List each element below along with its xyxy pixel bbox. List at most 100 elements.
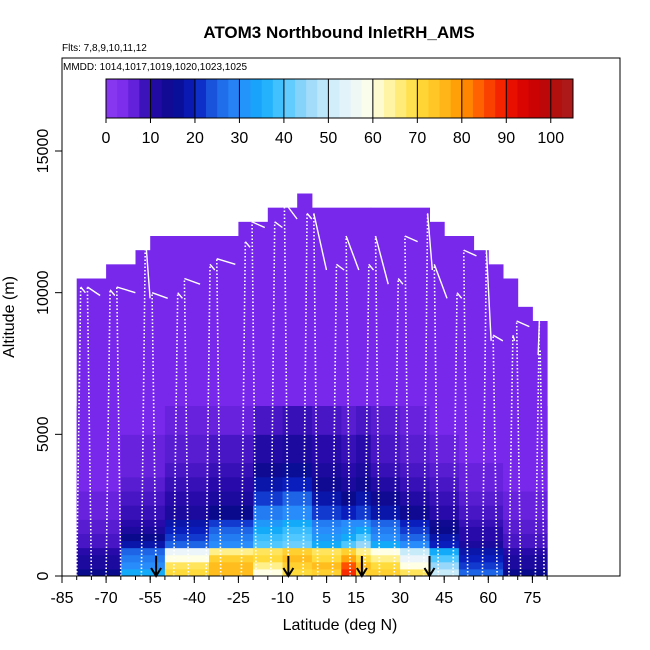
x-tick-label: -40 xyxy=(183,590,206,607)
dates-subtitle: MMDD: 1014,1017,1019,1020,1023,1025 xyxy=(63,62,247,73)
colorbar-swatch xyxy=(150,79,162,118)
rh-cell xyxy=(120,547,166,556)
rh-cell xyxy=(429,554,460,563)
colorbar-swatch xyxy=(484,79,496,118)
colorbar-tick-label: 90 xyxy=(497,130,515,147)
rh-cell xyxy=(120,568,166,577)
rh-cell xyxy=(400,476,430,492)
rh-cell xyxy=(429,561,460,570)
rh-cell xyxy=(253,491,283,506)
rh-cell xyxy=(341,406,357,435)
x-tick-label: 5 xyxy=(322,590,331,607)
rh-cell xyxy=(503,462,548,478)
rh-cell xyxy=(253,406,283,435)
profile-level-leg xyxy=(463,249,477,257)
rh-cell xyxy=(282,505,313,520)
rh-cell xyxy=(429,568,460,577)
y-tick-label: 5000 xyxy=(35,416,52,452)
colorbar-tick-label: 30 xyxy=(231,130,249,147)
y-axis-label: Altitude (m) xyxy=(1,276,18,358)
rh-cell xyxy=(311,519,342,527)
colorbar-swatch xyxy=(517,79,529,118)
profile-trace xyxy=(374,235,381,577)
profile-trace xyxy=(183,278,190,577)
profile-trace xyxy=(312,213,319,577)
colorbar-tick-label: 100 xyxy=(537,130,564,147)
profile-level-leg xyxy=(144,235,151,299)
rh-cell xyxy=(356,554,372,563)
rh-cell xyxy=(429,540,460,549)
rh-cell xyxy=(400,568,430,577)
colorbar-tick-label: 40 xyxy=(275,130,293,147)
rh-cell xyxy=(400,554,430,563)
colorbar-swatch xyxy=(117,79,129,118)
rh-cell xyxy=(120,505,166,520)
x-tick-label: 30 xyxy=(391,590,409,607)
profile-trace xyxy=(433,264,440,577)
rh-cell xyxy=(209,547,254,556)
flights-subtitle: Flts: 7,8,9,10,11,12 xyxy=(62,43,147,54)
colorbar-tick-label: 80 xyxy=(453,130,471,147)
rh-cell xyxy=(282,554,313,563)
rh-cell xyxy=(164,568,210,577)
colorbar-swatch xyxy=(194,79,207,118)
colorbar-swatch xyxy=(506,79,518,118)
rh-cell xyxy=(458,561,504,570)
rh-cell xyxy=(76,462,122,478)
colorbar-swatch xyxy=(461,79,474,118)
rh-cell xyxy=(164,554,210,563)
rh-cell xyxy=(120,526,166,534)
rh-cell xyxy=(503,540,548,549)
colorbar-tick-label: 0 xyxy=(102,130,111,147)
rh-cell xyxy=(209,561,254,570)
profile-level-leg xyxy=(374,235,389,285)
colorbar-swatch xyxy=(128,79,140,118)
rh-cell xyxy=(76,547,122,556)
rh-cell xyxy=(209,434,254,464)
rh-cell xyxy=(400,491,430,506)
profile-trace xyxy=(75,286,82,577)
profile-trace xyxy=(515,320,522,577)
rh-cell xyxy=(120,554,166,563)
rh-cell xyxy=(503,519,548,527)
rh-cell xyxy=(253,526,283,534)
rh-cell xyxy=(503,561,548,570)
rh-cell xyxy=(356,462,372,478)
rh-cell xyxy=(76,505,122,520)
rh-cell xyxy=(253,519,283,527)
rh-cell xyxy=(282,568,313,577)
profile-level-leg xyxy=(306,212,313,220)
profile-level-leg xyxy=(274,221,283,229)
colorbar-swatch xyxy=(328,79,340,118)
rh-cell xyxy=(164,561,210,570)
colorbar-swatch xyxy=(339,79,352,118)
rh-cell xyxy=(429,505,460,520)
rh-cell xyxy=(253,547,283,556)
profile-trace xyxy=(269,221,276,577)
rh-cell xyxy=(503,547,548,556)
profile-trace xyxy=(534,320,541,577)
rh-cell xyxy=(503,526,548,534)
profile-level-leg xyxy=(368,263,375,271)
profile-level-leg xyxy=(397,278,404,285)
profile-trace xyxy=(215,258,222,577)
rh-cell xyxy=(76,526,122,534)
rh-cell xyxy=(282,491,313,506)
profile-level-leg xyxy=(87,286,101,297)
profile-trace xyxy=(393,278,400,577)
rh-cell xyxy=(458,505,504,520)
rh-cell xyxy=(341,568,357,577)
colorbar-swatch xyxy=(239,79,251,118)
colorbar-swatch xyxy=(539,79,552,118)
colorbar-swatch xyxy=(372,79,385,118)
profile-trace xyxy=(205,264,211,577)
rh-cell xyxy=(76,519,122,527)
x-axis: -85 -70 -55 -40 -25 -10 5 15 30 45 60 75 xyxy=(50,575,548,607)
colorbar-swatch xyxy=(217,79,229,118)
profile-level-leg xyxy=(345,235,360,271)
rh-cell xyxy=(282,533,313,542)
rh-cell xyxy=(503,554,548,563)
rh-cell xyxy=(458,519,504,527)
rh-cell xyxy=(429,547,460,556)
rh-cell xyxy=(429,519,460,527)
